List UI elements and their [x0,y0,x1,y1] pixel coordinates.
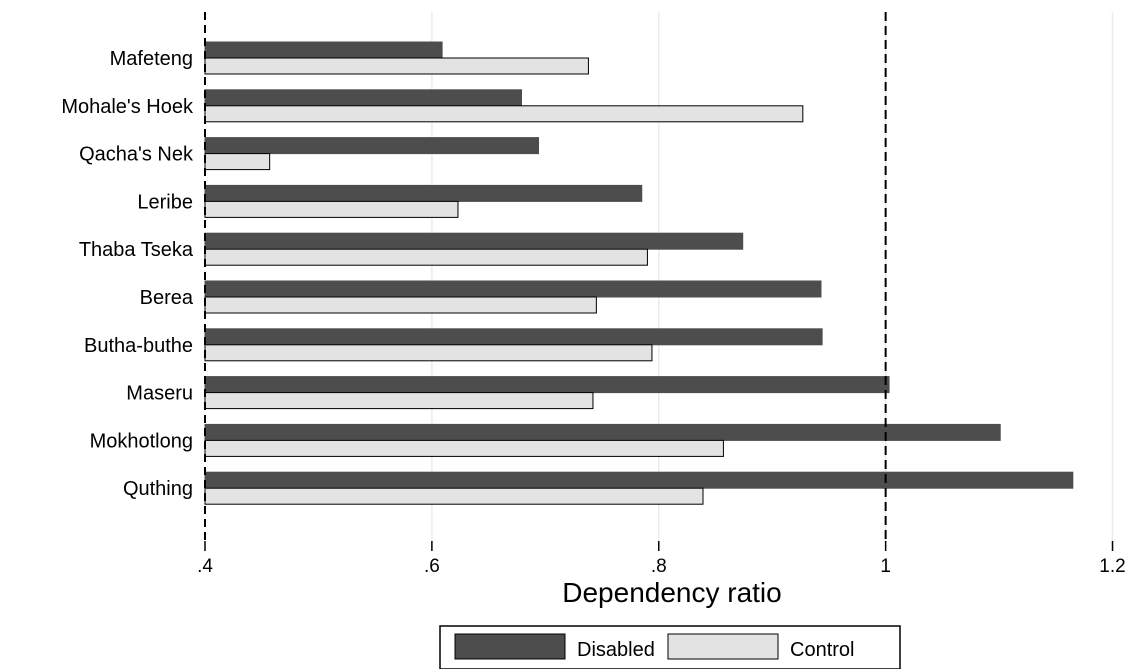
legend-swatch-control [667,633,779,660]
x-axis-ticks: .4 .6 .8 1 1.2 [197,541,1126,577]
bar-disabled [204,41,443,59]
bar-control [204,153,271,171]
category-label: Butha-buthe [84,335,193,357]
bar-control [204,296,597,314]
bar-control [204,439,724,457]
bar-disabled [204,328,823,346]
bar-disabled [204,280,822,298]
category-label: Mokhotlong [90,430,193,452]
category-label: Berea [140,287,194,309]
bar-control [204,392,594,410]
bar-control [204,200,459,218]
bars [204,41,1074,505]
category-label: Quthing [123,478,193,500]
bar-control [204,487,704,505]
bar-disabled [204,232,744,250]
x-tick-label: 1 [880,556,891,577]
category-labels: Mafeteng Mohale's Hoek Qacha's Nek Leribe Th… [61,48,194,500]
legend: Disabled Control [439,625,901,669]
bar-disabled [204,89,522,107]
bar-control [204,105,804,123]
legend-swatch-disabled [454,633,566,660]
bar-control [204,57,589,75]
legend-label-control: Control [790,639,854,661]
bar-disabled [204,376,890,394]
bar-control [204,248,648,266]
category-label: Mafeteng [110,48,193,70]
x-tick-label: .4 [197,556,213,577]
category-label: Maseru [126,383,193,405]
x-tick-label: .6 [424,556,440,577]
bar-control [204,344,653,362]
gridlines [431,12,1114,541]
category-label: Qacha's Nek [79,144,194,166]
category-label: Mohale's Hoek [61,96,194,118]
category-label: Leribe [137,191,193,213]
bar-disabled [204,423,1001,441]
category-label: Thaba Tseka [79,239,194,261]
bar-disabled [204,137,540,155]
x-tick-label: .8 [651,556,667,577]
bar-disabled [204,184,643,202]
x-tick-label: 1.2 [1099,556,1125,577]
bar-disabled [204,471,1074,489]
x-axis-title: Dependency ratio [562,577,781,608]
legend-label-disabled: Disabled [577,639,655,661]
